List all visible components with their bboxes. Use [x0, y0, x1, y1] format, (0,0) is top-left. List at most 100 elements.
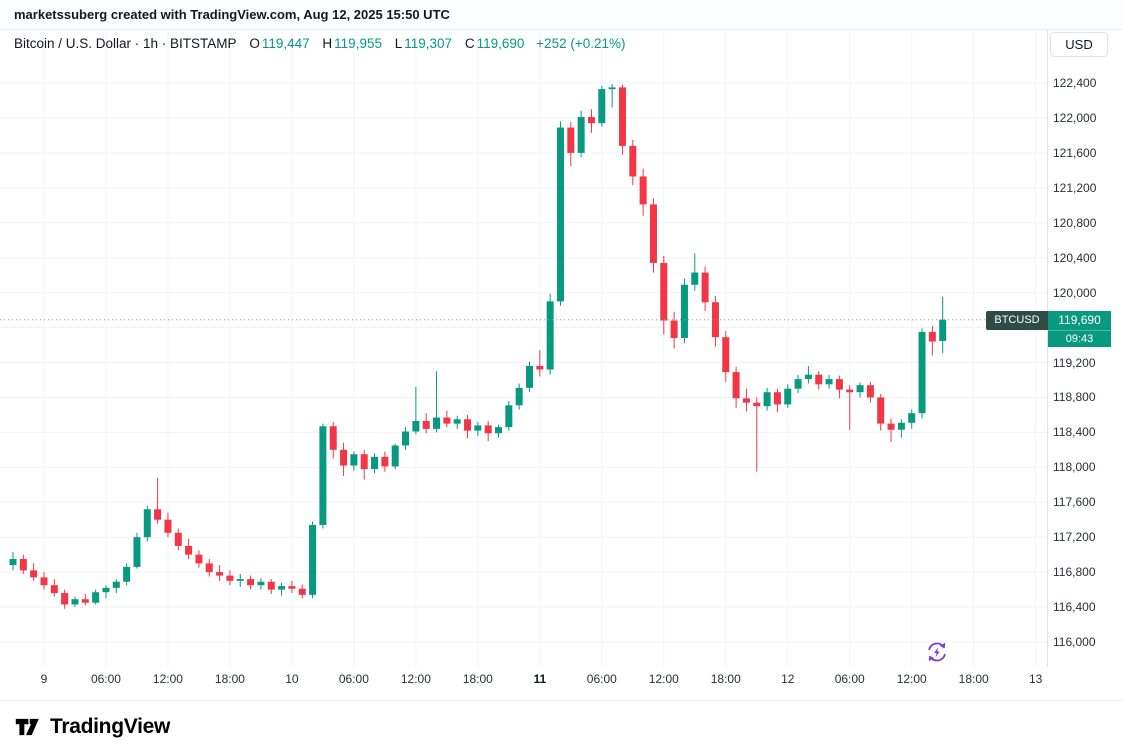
price-axis-label: 120,000 [1053, 285, 1097, 300]
time-axis-label[interactable]: 11 [533, 672, 547, 686]
tradingview-logo[interactable]: TradingView [14, 715, 170, 739]
time-axis-label[interactable]: 18:00 [710, 672, 741, 686]
candle-body [608, 87, 616, 90]
time-axis-label[interactable]: 06:00 [586, 672, 617, 686]
time-axis-label[interactable]: 06:00 [834, 672, 865, 686]
candle-body [773, 392, 781, 405]
candle-body [216, 572, 224, 576]
time-axis-label[interactable]: 12:00 [648, 672, 679, 686]
time-axis-label[interactable]: 06:00 [338, 672, 369, 686]
candle-body [123, 566, 131, 582]
time-axis-label[interactable]: 12 [781, 672, 795, 686]
candle-body [371, 456, 379, 470]
candle-body [319, 426, 327, 525]
candle-body [453, 419, 461, 424]
price-axis-label: 118,400 [1053, 425, 1096, 440]
footer-bar: TradingView [0, 700, 1123, 752]
price-axis-label: 116,800 [1053, 565, 1096, 580]
tradingview-logo-text: TradingView [50, 714, 171, 738]
candles-layer [9, 83, 947, 609]
candle-body [40, 577, 48, 586]
candle-body [577, 117, 585, 153]
price-axis-label: 121,600 [1053, 145, 1097, 160]
candle-body [236, 579, 244, 581]
price-axis-label: 120,800 [1053, 215, 1097, 230]
candle-body [846, 389, 854, 393]
ohlc-high-label: H [322, 36, 333, 51]
candle-body [536, 365, 544, 370]
time-axis-label[interactable]: 18:00 [958, 672, 989, 686]
candle-body [732, 372, 740, 399]
price-axis-label: 122,000 [1053, 110, 1097, 125]
candle-body [174, 532, 182, 546]
time-axis-label[interactable]: 13 [1028, 672, 1043, 686]
tradingview-logo-mark [15, 718, 39, 735]
candle-body [298, 588, 306, 595]
candle-body [50, 585, 58, 594]
price-axis-label: 120,400 [1053, 250, 1097, 265]
candle-body [742, 398, 750, 403]
candle-body [908, 413, 916, 423]
candle-body [784, 388, 792, 405]
candle-body [474, 425, 482, 431]
candlestick-plot[interactable] [0, 0, 1123, 700]
candle-body [381, 456, 389, 467]
candle-body [505, 405, 513, 428]
time-axis-label[interactable]: 12:00 [896, 672, 927, 686]
grid-lines [0, 30, 1047, 667]
candle-body [629, 145, 637, 177]
attribution-bar: marketssuberg created with TradingView.c… [0, 0, 1123, 30]
candle-body [422, 421, 430, 429]
candle-body [92, 592, 100, 603]
time-axis-label[interactable]: 10 [285, 672, 299, 686]
candle-body [19, 559, 27, 571]
candle-body [856, 385, 864, 393]
candle-body [340, 449, 348, 466]
time-axis-label[interactable]: 06:00 [90, 672, 121, 686]
price-change-value: +252 (+0.21%) [536, 36, 626, 51]
price-axis-label: 118,000 [1053, 460, 1096, 475]
symbol-title: Bitcoin / U.S. Dollar · 1h · BITSTAMP [14, 36, 237, 51]
candle-body [918, 331, 926, 414]
price-axis-label: 116,000 [1053, 635, 1096, 649]
ohlc-close-value: 119,690 [476, 36, 525, 51]
current-price-badge[interactable]: BTCUSD 119,690 09:43 [986, 310, 1111, 347]
candle-body [257, 581, 265, 586]
candle-body [660, 262, 668, 321]
candle-body [794, 379, 802, 389]
candle-body [464, 419, 472, 431]
candle-body [495, 427, 503, 434]
refresh-bolt-icon[interactable] [924, 639, 950, 665]
ohlc-high-value: 119,955 [334, 36, 382, 51]
candle-body [753, 402, 761, 407]
time-axis-label[interactable]: 9 [40, 672, 48, 686]
time-axis-label[interactable]: 18:00 [214, 672, 245, 686]
ohlc-close-label: C [464, 36, 475, 51]
candle-body [443, 417, 451, 424]
candle-body [515, 387, 523, 406]
time-axis-label[interactable]: 12:00 [152, 672, 183, 686]
candle-body [866, 385, 874, 398]
candle-body [350, 454, 358, 466]
time-axis-label[interactable]: 18:00 [462, 672, 493, 686]
candle-body [939, 319, 947, 341]
ohlc-low-label: L [394, 36, 403, 51]
candle-body [61, 593, 69, 605]
candle-body [722, 337, 730, 373]
candle-body [691, 272, 699, 285]
candle-body [391, 445, 399, 467]
candle-body [112, 581, 120, 588]
attribution-text: marketssuberg created with TradingView.c… [14, 7, 450, 22]
candle-body [877, 397, 885, 424]
currency-toggle-button[interactable]: USD [1050, 32, 1108, 57]
candle-countdown: 09:43 [1048, 329, 1111, 347]
price-axis-label: 119,200 [1053, 355, 1096, 370]
candle-body [887, 423, 895, 430]
candle-body [639, 176, 647, 205]
candle-body [618, 87, 626, 146]
time-axis-label[interactable]: 12:00 [400, 672, 431, 686]
candle-body [711, 302, 719, 338]
candle-body [288, 586, 296, 589]
candle-body [567, 127, 575, 153]
price-axis-label: 117,600 [1053, 495, 1096, 510]
